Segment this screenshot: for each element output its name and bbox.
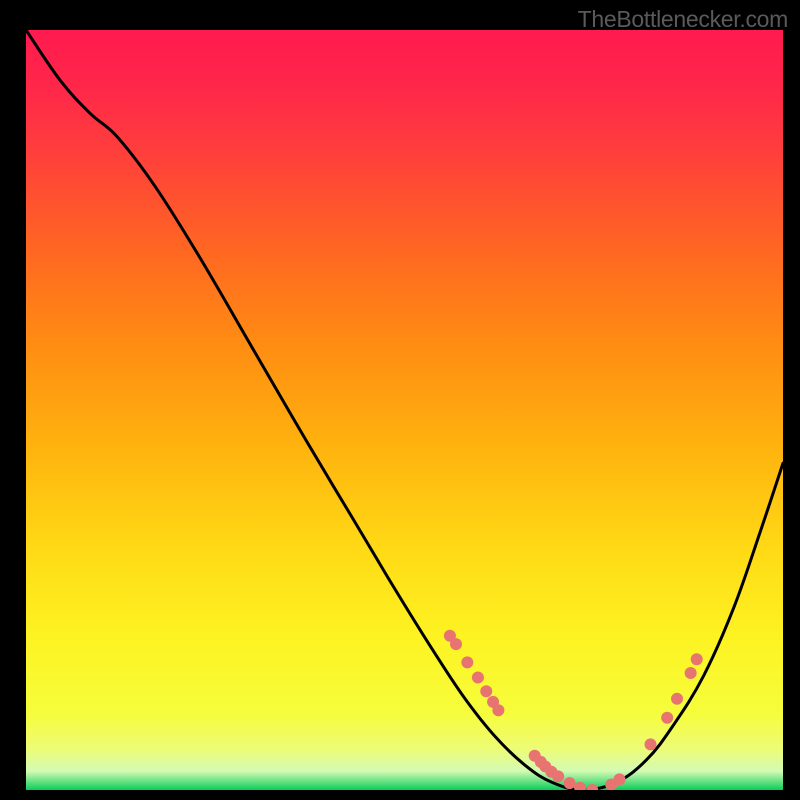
data-marker (552, 770, 564, 782)
data-marker (613, 773, 625, 785)
data-marker (645, 738, 657, 750)
data-marker (685, 667, 697, 679)
data-marker (574, 782, 586, 794)
data-marker (661, 712, 673, 724)
data-marker (691, 653, 703, 665)
data-marker (492, 704, 504, 716)
chart-container: TheBottlenecker.com (0, 0, 800, 800)
data-marker (480, 685, 492, 697)
data-marker (586, 784, 598, 796)
data-marker (450, 638, 462, 650)
data-marker (472, 672, 484, 684)
data-marker (671, 693, 683, 705)
data-marker (461, 656, 473, 668)
watermark-text: TheBottlenecker.com (578, 6, 788, 33)
data-marker (564, 777, 576, 789)
bottleneck-curve-plot (0, 0, 800, 800)
gradient-background (26, 30, 783, 790)
